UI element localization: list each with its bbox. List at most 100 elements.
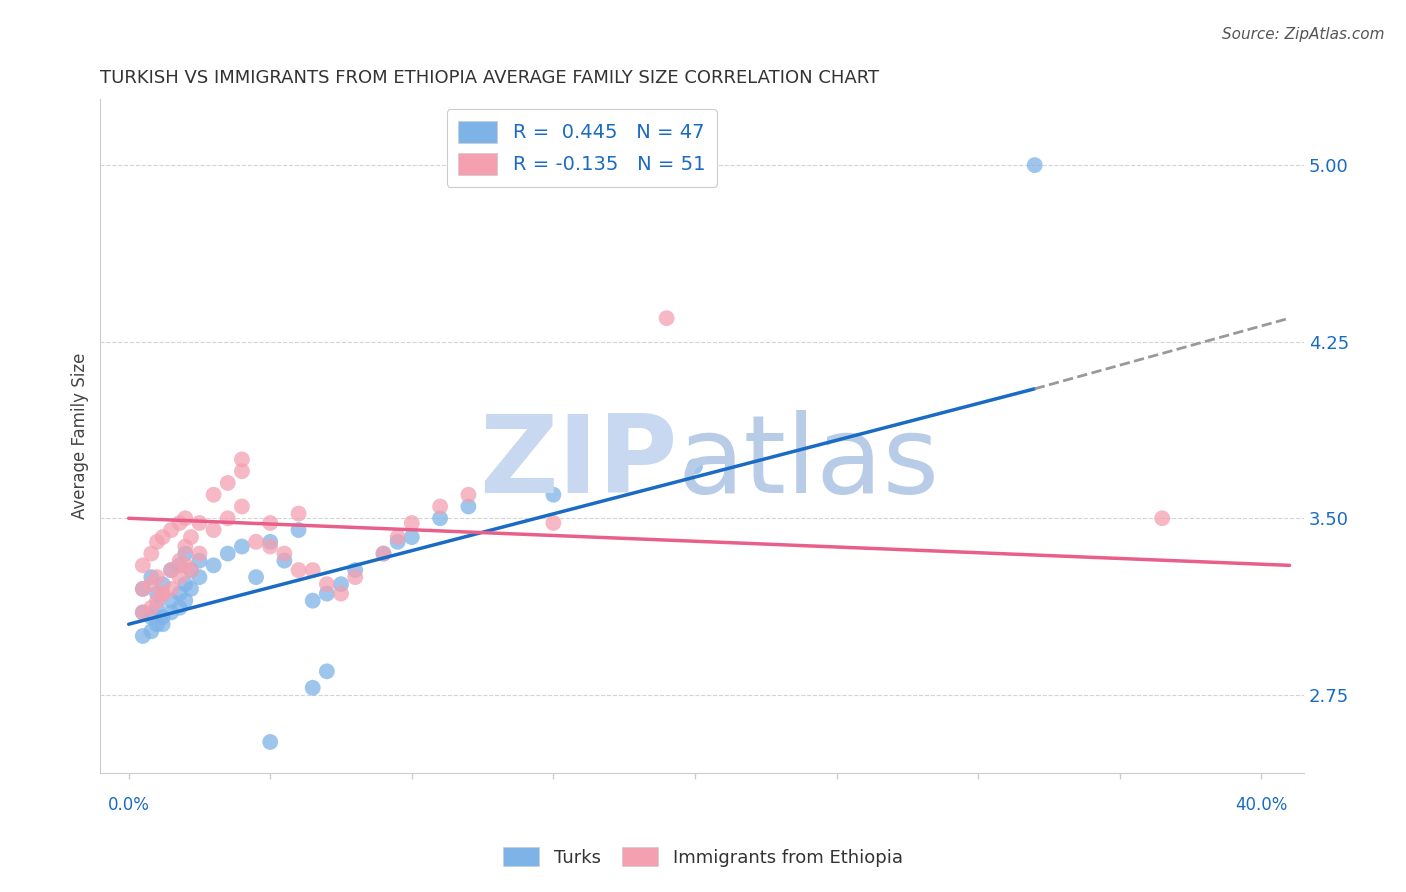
Legend: R =  0.445   N = 47, R = -0.135   N = 51: R = 0.445 N = 47, R = -0.135 N = 51 [447,109,717,187]
Point [259,516,281,530]
Point [141,577,163,591]
Point [169,570,191,584]
Point [387,530,409,544]
Point [180,582,202,596]
Point [174,540,197,554]
Y-axis label: Average Family Size: Average Family Size [72,352,89,519]
Point [330,577,353,591]
Point [273,554,295,568]
Point [174,558,197,573]
Point [174,547,197,561]
Point [132,606,155,620]
Point [202,488,225,502]
Point [330,586,353,600]
Point [169,554,191,568]
Point [152,586,174,600]
Point [132,558,155,573]
Point [401,530,423,544]
Point [152,586,174,600]
Point [160,606,183,620]
Point [169,516,191,530]
Point [146,534,169,549]
Point [160,593,183,607]
Point [373,547,395,561]
Point [457,500,479,514]
Text: 40.0%: 40.0% [1234,796,1288,814]
Point [146,593,169,607]
Point [160,563,183,577]
Point [315,586,337,600]
Point [287,523,309,537]
Point [543,488,565,502]
Point [188,547,211,561]
Point [141,610,163,624]
Point [231,464,253,478]
Point [180,563,202,577]
Point [146,617,169,632]
Point [132,629,155,643]
Point [315,577,337,591]
Point [160,523,183,537]
Point [1152,511,1174,525]
Point [344,570,367,584]
Point [543,516,565,530]
Point [217,547,239,561]
Point [401,516,423,530]
Point [160,582,183,596]
Point [132,606,155,620]
Point [259,735,281,749]
Point [217,475,239,490]
Point [188,516,211,530]
Point [301,563,323,577]
Point [188,554,211,568]
Legend: Turks, Immigrants from Ethiopia: Turks, Immigrants from Ethiopia [496,840,910,874]
Point [188,570,211,584]
Point [373,547,395,561]
Point [683,459,706,474]
Point [146,600,169,615]
Point [180,530,202,544]
Point [146,570,169,584]
Point [202,523,225,537]
Point [132,582,155,596]
Text: 0.0%: 0.0% [108,796,149,814]
Point [202,558,225,573]
Point [141,570,163,584]
Point [245,570,267,584]
Point [180,563,202,577]
Point [259,534,281,549]
Point [152,617,174,632]
Point [132,582,155,596]
Point [141,547,163,561]
Point [245,534,267,549]
Point [387,534,409,549]
Point [429,511,451,525]
Point [169,600,191,615]
Text: Source: ZipAtlas.com: Source: ZipAtlas.com [1222,27,1385,42]
Text: atlas: atlas [678,409,941,516]
Point [344,563,367,577]
Point [287,563,309,577]
Point [141,624,163,639]
Point [1136,813,1159,827]
Point [174,511,197,525]
Point [152,577,174,591]
Point [301,593,323,607]
Point [457,488,479,502]
Point [259,540,281,554]
Point [174,577,197,591]
Point [429,500,451,514]
Text: TURKISH VS IMMIGRANTS FROM ETHIOPIA AVERAGE FAMILY SIZE CORRELATION CHART: TURKISH VS IMMIGRANTS FROM ETHIOPIA AVER… [100,69,880,87]
Point [152,530,174,544]
Point [146,586,169,600]
Point [152,610,174,624]
Point [301,681,323,695]
Point [231,540,253,554]
Text: ZIP: ZIP [479,409,678,516]
Point [1024,158,1046,172]
Point [287,507,309,521]
Point [141,600,163,615]
Point [231,452,253,467]
Point [174,593,197,607]
Point [231,500,253,514]
